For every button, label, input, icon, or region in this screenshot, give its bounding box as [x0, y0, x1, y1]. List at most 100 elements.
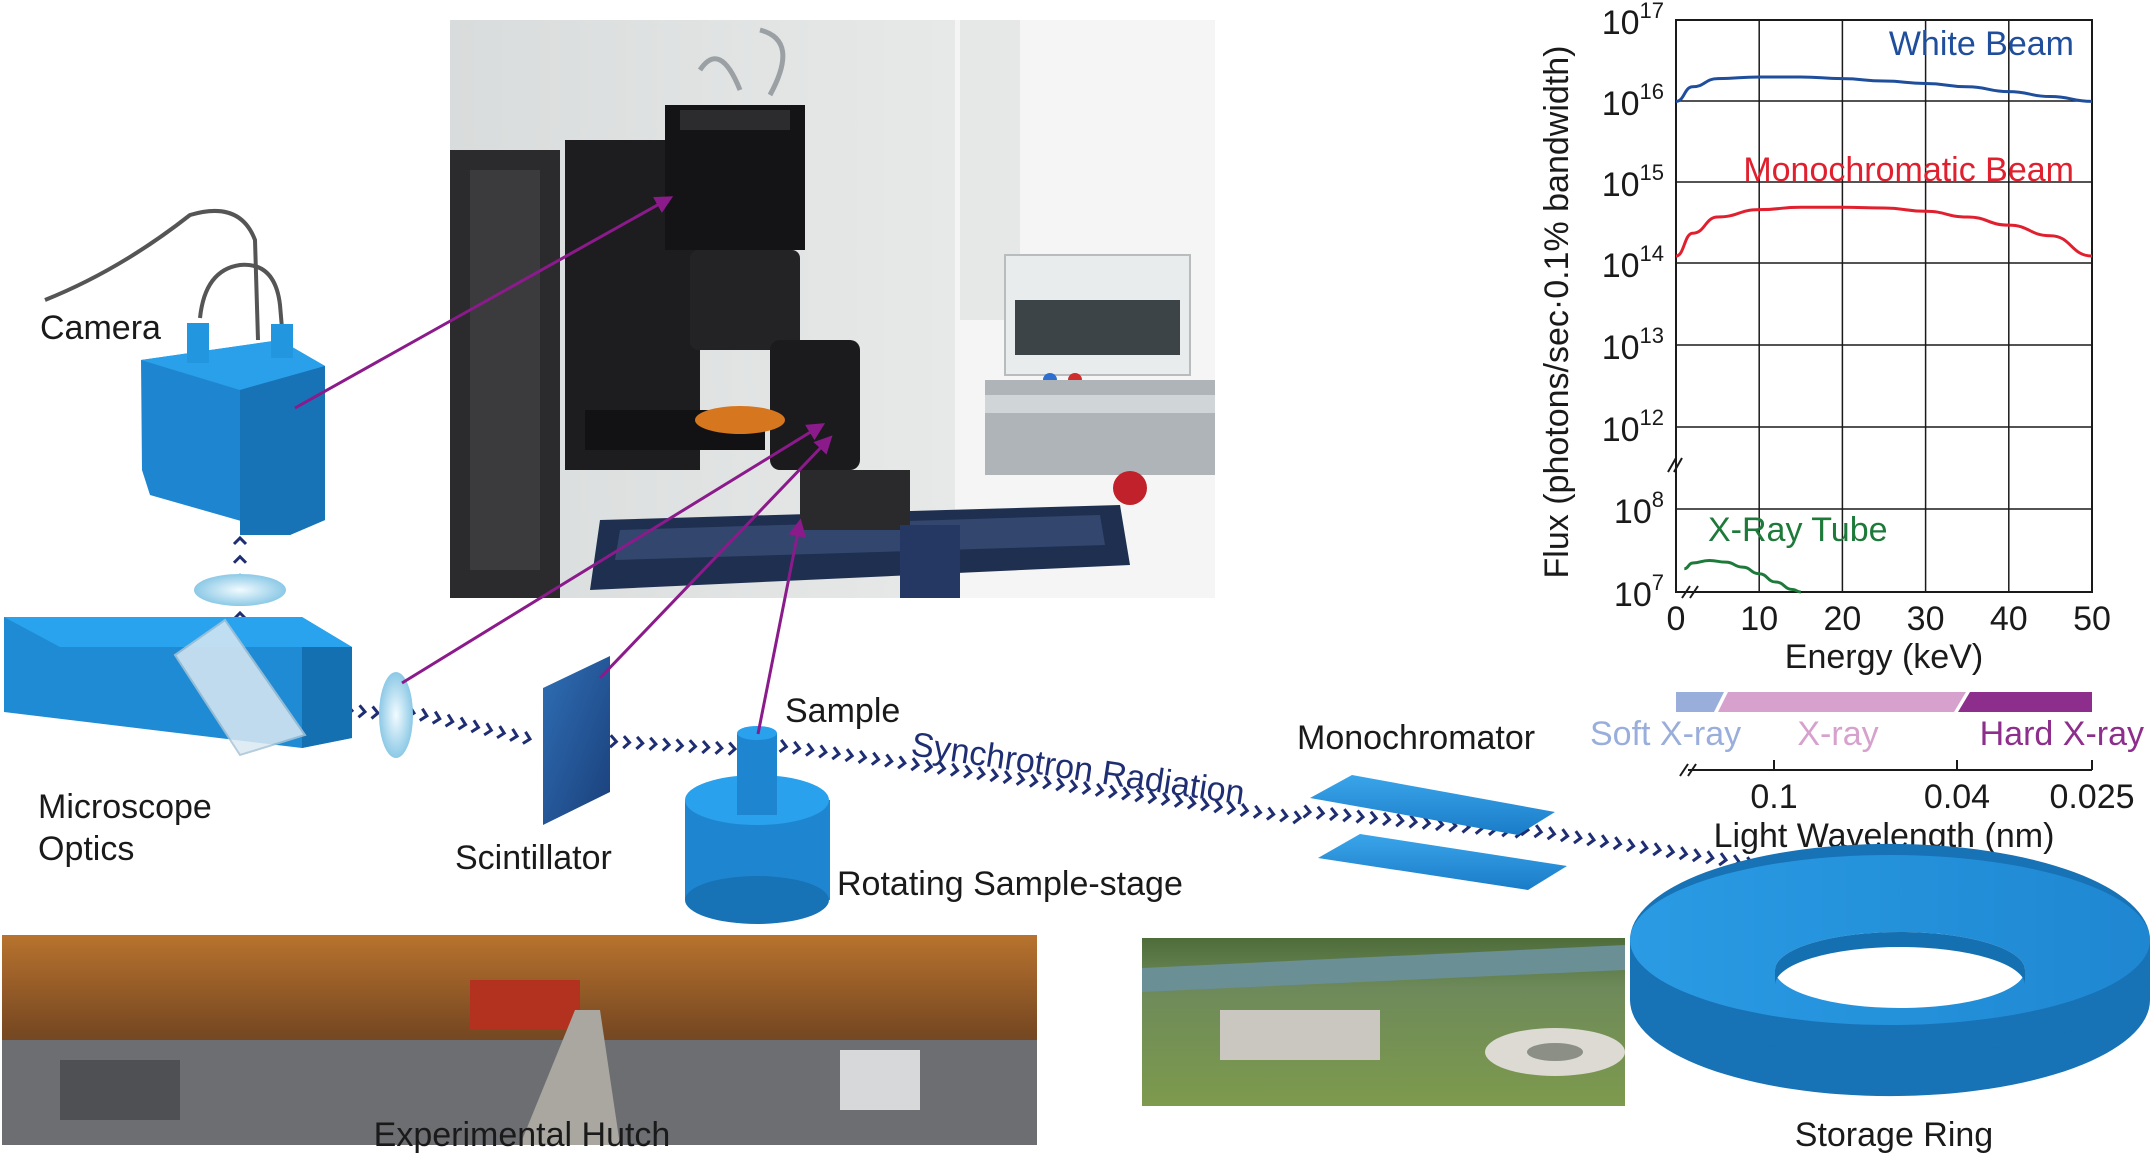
band-label-x-ray: X-ray	[1797, 715, 1878, 753]
label-microscope-optics-line2: Optics	[38, 830, 134, 868]
beam-mono-to-sample	[1213, 799, 1224, 814]
series-x-ray-tube	[1684, 558, 1801, 594]
y-tick-label: 1017	[1602, 0, 1664, 42]
beam-scintillator-to-lens	[418, 707, 429, 722]
band-hard-x-ray	[1958, 692, 2092, 712]
beam-through-mono	[1368, 810, 1379, 825]
wavelength-tick-label: 0.025	[2049, 778, 2134, 816]
mirror	[173, 618, 307, 757]
arrow-lens	[401, 423, 826, 685]
monochromator-crystals	[1310, 775, 1567, 890]
label-scintillator: Scintillator	[455, 839, 612, 877]
beam-mono-to-sample	[1200, 797, 1210, 812]
y-tick-label: 1014	[1602, 241, 1664, 285]
callout-arrows	[294, 196, 833, 735]
storage-ring-illustration	[1630, 843, 2150, 1097]
beam-lens-to-mirror	[370, 705, 381, 720]
series-white-beam	[1675, 75, 2093, 103]
beam-mono-to-sample	[1173, 793, 1184, 808]
beam-mono-to-sample	[949, 762, 960, 777]
facility-aerial-photo	[1142, 938, 1625, 1106]
beam-ring-to-mono	[1652, 842, 1663, 857]
beam-mono-to-sample	[923, 759, 934, 774]
beam-mono-to-sample	[1186, 795, 1197, 810]
beam-mono-to-sample	[870, 751, 881, 766]
beam-mono-to-sample	[963, 764, 973, 779]
beam-sample-to-scintillator	[674, 738, 685, 753]
beam-scintillator-to-lens	[457, 716, 468, 731]
beam-sample-to-scintillator	[622, 735, 632, 750]
y-tick-label: 1012	[1602, 405, 1664, 449]
beam-sample-to-scintillator	[635, 735, 645, 751]
beam-mono-to-sample	[1015, 771, 1026, 786]
beam-scintillator-to-lens	[483, 722, 494, 737]
beam-ring-to-mono	[1573, 830, 1583, 845]
chart-y-axis-label: Flux (photons/sec·0.1% bandwidth)	[1538, 46, 1576, 579]
beam-mono-to-sample	[1028, 773, 1039, 788]
beam-mono-to-sample	[1252, 804, 1263, 819]
beam-through-mono	[1355, 809, 1366, 824]
series-monochromatic-beam	[1675, 205, 2093, 258]
beam-scintillator-to-lens	[522, 731, 533, 745]
x-tick-label: 20	[1823, 600, 1861, 638]
beam-ring-to-mono	[1678, 846, 1689, 861]
scintillator-plate	[543, 656, 610, 825]
label-camera: Camera	[40, 309, 161, 347]
label-synchrotron-radiation: Synchrotron Radiation	[909, 725, 1247, 812]
chart-series	[1675, 75, 2093, 594]
label-rotating-sample-stage: Rotating Sample-stage	[837, 865, 1183, 903]
band-soft-x-ray	[1676, 692, 1724, 712]
beam-mono-to-sample	[1292, 810, 1303, 825]
beam-ring-to-mono	[1705, 850, 1715, 865]
arrow-sample	[756, 518, 807, 735]
beam-mono-to-sample	[1160, 792, 1171, 807]
beam-mono-to-sample	[1239, 803, 1250, 817]
label-storage-ring: Storage Ring	[1795, 1116, 1993, 1154]
wavelength-tick-label: 0.1	[1750, 778, 1797, 816]
beam-mono-to-sample	[805, 742, 815, 757]
beam-ring-to-mono	[1546, 826, 1557, 841]
beam-mono-to-sample	[1107, 784, 1118, 799]
arrow-scintillator	[598, 435, 833, 680]
beam-ring-to-mono	[1599, 834, 1610, 849]
beam-lens-to-mirror	[357, 704, 368, 719]
chart-plot-frame	[1675, 19, 2093, 593]
beam-mono-to-sample	[1265, 806, 1276, 821]
beam-scintillator-to-lens	[470, 719, 481, 734]
beam-mono-to-sample	[1002, 770, 1013, 785]
beam-mono-to-sample	[976, 766, 987, 781]
legend-white-beam: White Beam	[1889, 25, 2074, 63]
microscope-optics-illustration	[4, 617, 352, 757]
wavelength-axis-break	[1679, 763, 1697, 777]
beam-sample-to-scintillator	[701, 740, 711, 755]
y-tick-label: 107	[1614, 570, 1664, 614]
beam-sample-to-scintillator	[661, 737, 672, 752]
setup-photo	[450, 20, 1215, 598]
label-experimental-hutch: Experimental Hutch	[374, 1116, 671, 1154]
beam-mono-to-sample	[1279, 808, 1289, 823]
beam-through-mono	[1421, 815, 1432, 830]
band-label-soft-x-ray: Soft X-ray	[1590, 715, 1741, 753]
beam-through-mono	[1382, 812, 1392, 827]
beam-mono-to-sample	[844, 748, 855, 763]
beam-through-mono	[1329, 807, 1339, 822]
beam-mono-to-sample	[1226, 801, 1237, 816]
beam-through-mono	[1408, 814, 1419, 829]
wavelength-tick-label: 0.04	[1924, 778, 1990, 816]
chart-y-ticks: 1017 1016 1015 1014 1013 1012 108 107	[1602, 0, 1664, 614]
beam-mono-to-sample	[831, 746, 842, 761]
arrow-camera	[294, 196, 674, 410]
band-label-hard-x-ray: Hard X-ray	[1980, 715, 2144, 753]
objective-lens	[379, 672, 413, 758]
beam-mono-to-sample	[910, 757, 921, 772]
x-tick-label: 0	[1667, 600, 1686, 638]
beam-sample-to-scintillator	[714, 740, 724, 755]
beam-mirror-to-camera	[232, 554, 248, 564]
y-tick-label: 1016	[1602, 79, 1664, 123]
beam-sample-to-scintillator	[609, 734, 619, 749]
beam-mono-to-sample	[884, 753, 894, 768]
beam-mono-to-sample	[1094, 782, 1105, 797]
beam-mono-to-sample	[989, 768, 1000, 783]
beam-sample-to-scintillator	[688, 739, 698, 754]
